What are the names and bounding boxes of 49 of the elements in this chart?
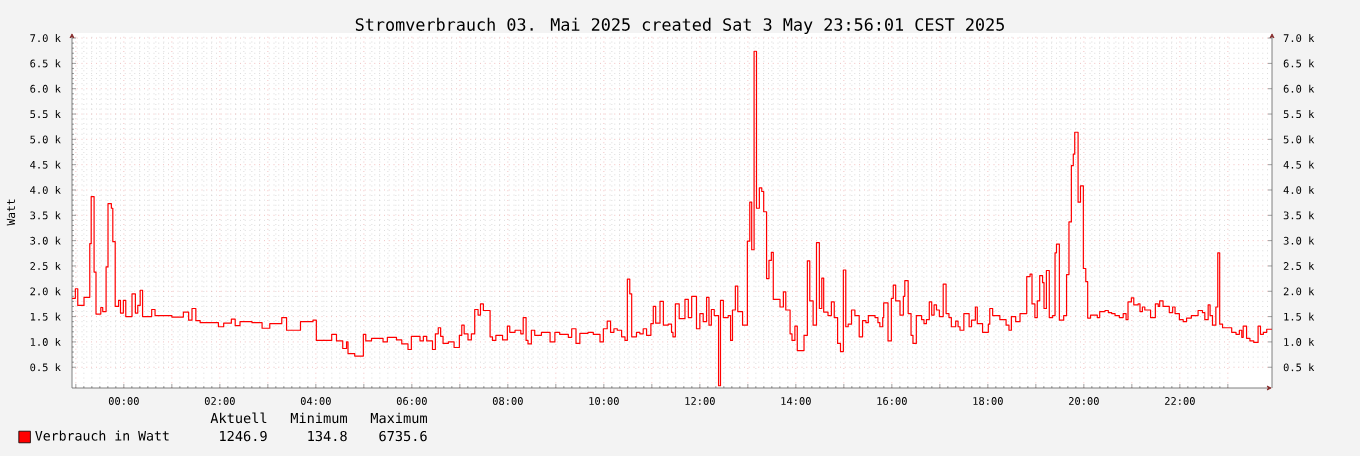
y2-tick-label: 5.5 k [1283, 110, 1315, 119]
text: Aktuell [210, 412, 267, 424]
text: 1246.9 [220, 430, 267, 442]
x-tick-label: 02:00 [204, 397, 235, 405]
y2-tick-label: 4.0 k [1283, 185, 1315, 195]
y-tick-label: 2.5 k [30, 261, 61, 270]
y-tick-label: 1.5 k [30, 312, 61, 321]
y-tick-label: 5.0 k [30, 135, 61, 144]
x-tick-label: 00:00 [108, 397, 139, 405]
x-tick-label: 10:00 [589, 397, 619, 405]
y2-tick-label: 4.5 k [1283, 160, 1315, 169]
y-axis-title: Watt [6, 199, 16, 226]
y-tick-label: 0.5 k [30, 363, 61, 372]
text: 6735.6 [379, 430, 427, 442]
x-tick-label: 12:00 [685, 397, 715, 405]
x-tick-label: 18:00 [973, 397, 1003, 405]
text: Maximum [370, 412, 427, 424]
x-tick-label: 20:00 [1068, 397, 1099, 405]
text: 134.8 [308, 430, 347, 442]
y2-tick-label: 6.5 k [1283, 59, 1315, 68]
legend-label: Verbrauch in Watt [35, 430, 169, 441]
y-tick-label: 4.0 k [30, 185, 61, 195]
y2-tick-label: 3.5 k [1283, 211, 1315, 220]
chart-title: Stromverbrauch 03. Mai 2025 created Sat 3 May 23:56:01 CEST 2025 [355, 17, 1004, 35]
y2-tick-label: 2.0 k [1283, 287, 1315, 296]
y2-tick-label: 5.0 k [1283, 135, 1315, 144]
y2-tick-label: 1.5 k [1284, 312, 1315, 321]
y2-tick-label: 0.5 k [1283, 363, 1315, 372]
y2-tick-label: 6.0 k [1283, 84, 1315, 93]
x-tick-label: 16:00 [877, 397, 907, 405]
y-tick-label: 2.0 k [30, 287, 61, 296]
y-tick-label: 7.0 k [30, 34, 61, 43]
x-tick-label: 22:00 [1164, 397, 1195, 405]
y-tick-label: 6.0 k [30, 84, 61, 93]
x-tick-label: 08:00 [492, 397, 523, 405]
y-tick-label: 5.5 k [30, 110, 61, 119]
y2-tick-label: 2.5 k [1283, 261, 1315, 270]
x-tick-label: 14:00 [781, 397, 811, 405]
y-tick-label: 3.0 k [30, 236, 61, 245]
y2-tick-label: 3.0 k [1283, 236, 1315, 245]
y-tick-label: 6.5 k [30, 59, 61, 68]
y-tick-label: 4.5 k [30, 160, 61, 169]
y2-tick-label: 7.0 k [1283, 34, 1315, 43]
text: Minimum [290, 412, 347, 424]
y-tick-label: 1.0 k [30, 337, 61, 346]
x-tick-label: 06:00 [396, 397, 427, 405]
y2-tick-label: 1.0 k [1284, 337, 1315, 346]
y-tick-label: 3.5 k [30, 211, 61, 220]
x-tick-label: 04:00 [300, 397, 331, 405]
